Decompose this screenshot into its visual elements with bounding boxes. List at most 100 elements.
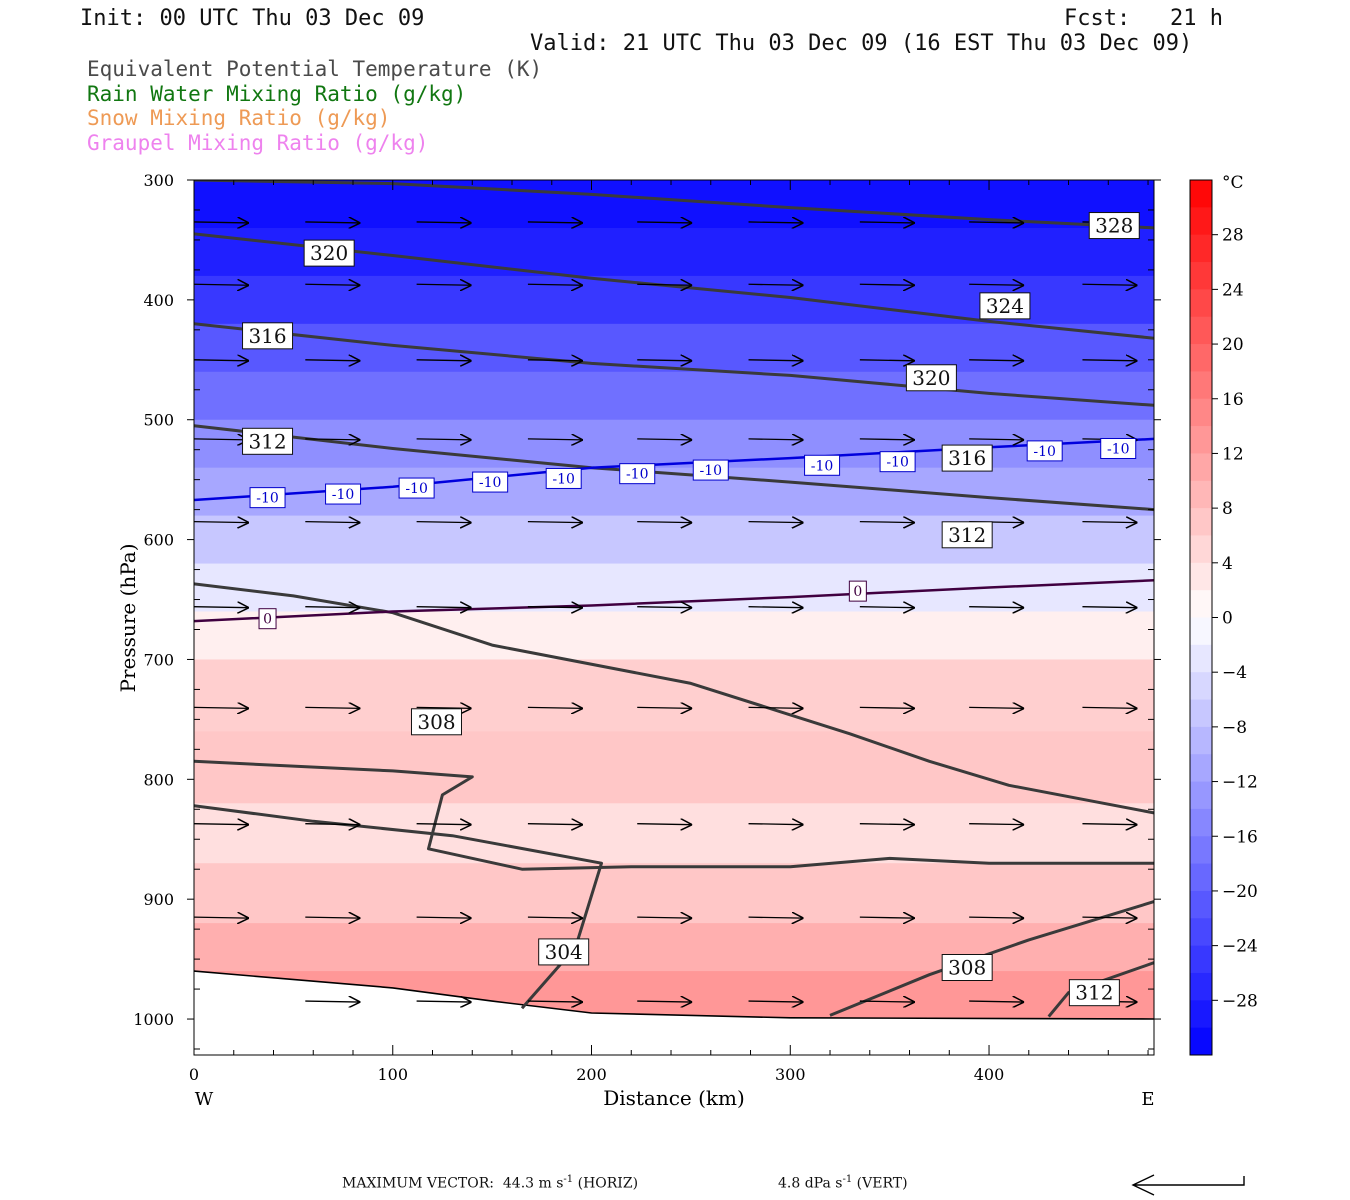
terrain-fill	[194, 971, 1154, 1055]
colorbar-tick-label: 0	[1222, 609, 1233, 629]
colorbar-tick-label: −12	[1222, 773, 1258, 793]
theta-e-label-box	[410, 708, 462, 736]
wind-arrow	[305, 360, 360, 361]
isotherm-label: -10	[332, 487, 355, 503]
colorbar-cell	[1190, 453, 1212, 482]
colorbar-cell	[1190, 562, 1212, 591]
isotherm-label: -10	[886, 455, 909, 471]
theta-e-label-box	[242, 322, 294, 350]
wind-arrow	[969, 607, 1024, 608]
legend-rain: Rain Water Mixing Ratio (g/kg)	[87, 82, 467, 106]
wind-arrow	[416, 439, 472, 440]
isotherm-label: -10	[479, 475, 502, 491]
theta-e-label-box	[1068, 979, 1120, 1007]
wind-arrow	[859, 439, 915, 440]
plot-frame	[193, 179, 1155, 1056]
colorbar-tick-label: 28	[1222, 226, 1244, 246]
wind-arrow	[969, 284, 1024, 285]
theta-e-line-312	[1047, 961, 1154, 1018]
wind-arrow	[969, 360, 1024, 361]
legend-graupel: Graupel Mixing Ratio (g/kg)	[87, 131, 429, 155]
isotherm-label: -10	[1107, 441, 1130, 457]
x-tick-label: 400	[974, 1065, 1005, 1084]
wind-arrow	[305, 824, 360, 825]
wind-arrow	[416, 360, 472, 361]
init-time: Init: 00 UTC Thu 03 Dec 09	[80, 6, 425, 31]
terrain-line	[194, 970, 1154, 1020]
temp-band	[194, 323, 1154, 373]
wind-arrow	[527, 1001, 583, 1002]
wind-arrow	[305, 607, 360, 608]
colorbar-cell	[1190, 699, 1212, 728]
colorbar-cell	[1190, 617, 1212, 646]
max-vector-horiz: MAXIMUM VECTOR: 44.3 m s-1 (HORIZ)	[342, 1174, 639, 1192]
colorbar-cell	[1190, 644, 1212, 673]
wind-arrow	[859, 607, 915, 608]
isotherm-label-box	[249, 487, 286, 509]
theta-e-label: 316	[948, 446, 986, 470]
wind-arrow	[637, 707, 692, 708]
colorbar-cell	[1190, 590, 1212, 618]
isotherm-label-box	[619, 463, 656, 485]
colorbar-cell	[1190, 972, 1212, 1001]
wind-arrow	[305, 707, 360, 708]
wind-arrow	[194, 360, 249, 361]
colorbar-cell	[1190, 918, 1212, 947]
colorbar-cell	[1190, 754, 1212, 783]
colorbar-cell	[1190, 316, 1212, 345]
contour-labels: 328 320 324 316 320 312 316 312 308 304 308 312 -10 -…	[242, 212, 1140, 1007]
isotherm-label-box	[1100, 437, 1137, 459]
colorbar-cell	[1190, 781, 1212, 810]
colorbar-cell	[1190, 480, 1212, 509]
colorbar: 28 24 20 16 12 8 4 0 −4 −8 −12 −16 −20 −24 −28 °C	[1189, 173, 1258, 1056]
wind-arrow	[859, 707, 915, 708]
legend-theta-e: Equivalent Potential Temperature (K)	[87, 57, 543, 81]
isotherm-label: -10	[699, 463, 722, 479]
colorbar-tick-label: 12	[1222, 444, 1244, 464]
wind-arrow	[1082, 360, 1137, 361]
wind-arrow	[748, 284, 804, 285]
wind-arrow	[859, 360, 915, 361]
x-end-label-west: W	[195, 1089, 214, 1110]
colorbar-tick-label: 8	[1222, 499, 1233, 519]
wind-arrow	[416, 522, 472, 523]
wind-arrow	[859, 284, 915, 285]
wind-arrow	[637, 824, 692, 825]
colorbar-cell	[1190, 262, 1212, 290]
isotherm-label-box	[1026, 440, 1063, 462]
colorbar-tick-label: −24	[1222, 937, 1258, 957]
wind-arrow	[859, 824, 915, 825]
wind-arrow	[859, 522, 915, 523]
colorbar-tick-label: −4	[1222, 663, 1247, 683]
theta-e-label: 320	[912, 366, 950, 390]
wind-arrow	[637, 222, 692, 223]
wind-arrow	[969, 824, 1024, 825]
colorbar-cell	[1190, 836, 1212, 865]
wind-arrow	[527, 439, 583, 440]
theta-e-label: 328	[1095, 214, 1133, 238]
theta-e-label-box	[905, 364, 957, 392]
wind-arrow	[305, 222, 360, 223]
colorbar-tick-label: −28	[1222, 991, 1258, 1011]
wind-arrow	[194, 439, 249, 440]
isotherm-label-box	[545, 467, 582, 489]
wind-arrow	[748, 522, 804, 523]
wind-arrow	[748, 917, 804, 918]
wind-arrow	[1082, 707, 1137, 708]
colorbar-cell	[1190, 1000, 1212, 1029]
temp-band	[194, 863, 1154, 924]
wind-arrow	[416, 707, 472, 708]
wind-arrow	[194, 284, 249, 285]
wind-arrow	[527, 284, 583, 285]
colorbar-tick-label: 4	[1222, 554, 1233, 574]
colorbar-tick-label: 16	[1222, 390, 1244, 410]
wind-arrow	[1082, 522, 1137, 523]
colorbar-cell	[1190, 180, 1212, 208]
colorbar-cell	[1190, 371, 1212, 400]
colorbar-cell	[1190, 508, 1212, 536]
temp-band	[194, 923, 1154, 972]
y-tick-label: 500	[143, 411, 174, 430]
wind-arrow	[748, 707, 804, 708]
y-axis-title: Pressure (hPa)	[116, 544, 140, 693]
colorbar-tick-label: −16	[1222, 827, 1258, 847]
